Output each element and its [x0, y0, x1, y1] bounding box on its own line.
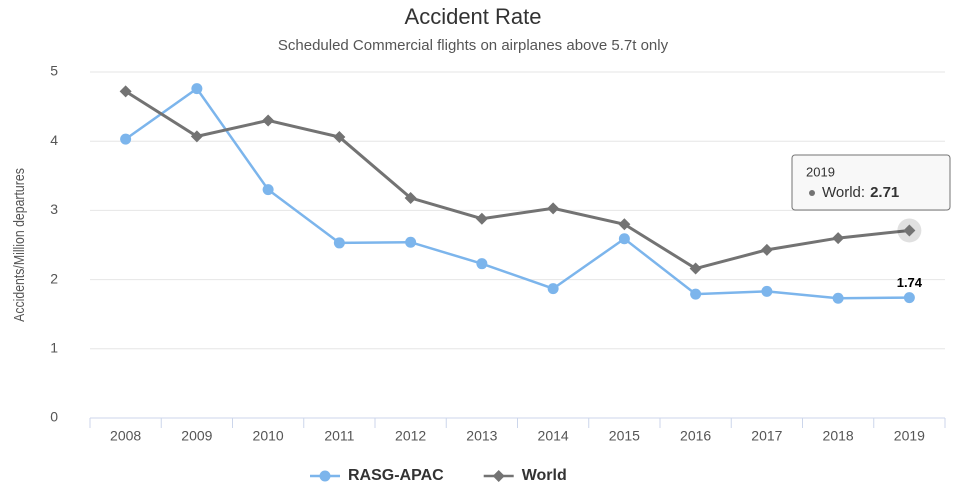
legend-label: RASG-APAC	[348, 467, 444, 484]
diamond-marker	[903, 224, 916, 237]
diamond-marker	[404, 191, 417, 204]
y-tick-label: 2	[50, 270, 58, 286]
tooltip-text: World: 2.71	[822, 184, 899, 201]
circle-marker	[903, 292, 915, 304]
tooltip-value: 2.71	[870, 184, 899, 201]
circle-marker	[476, 258, 488, 270]
diamond-marker	[119, 85, 132, 98]
x-tick-label: 2009	[181, 428, 212, 444]
circle-marker	[319, 470, 331, 482]
circle-marker	[262, 184, 274, 196]
circle-marker	[618, 233, 630, 245]
tooltip-label: World:	[822, 184, 865, 201]
diamond-marker	[618, 218, 631, 231]
diamond-marker	[832, 232, 845, 245]
chart-subtitle: Scheduled Commercial flights on airplane…	[278, 37, 669, 54]
diamond-marker	[262, 114, 275, 127]
x-tick-label: 2018	[823, 428, 854, 444]
y-tick-label: 5	[50, 63, 58, 79]
x-tick-label: 2016	[680, 428, 711, 444]
diamond-marker	[760, 243, 773, 256]
circle-marker	[832, 292, 844, 304]
x-tick-label: 2008	[110, 428, 141, 444]
circle-marker	[191, 83, 203, 95]
x-tick-label: 2019	[894, 428, 925, 444]
circle-marker	[120, 133, 132, 145]
y-axis-label: Accidents/Million departures	[11, 168, 27, 322]
chart-title: Accident Rate	[405, 4, 542, 29]
diamond-marker	[475, 212, 488, 225]
circle-marker	[333, 237, 345, 249]
x-tick-label: 2013	[466, 428, 497, 444]
y-tick-label: 0	[50, 409, 58, 425]
y-tick-label: 1	[50, 340, 58, 356]
legend-label: World	[522, 467, 567, 484]
diamond-marker	[333, 131, 346, 144]
tooltip-box	[791, 154, 951, 211]
tooltip-bullet	[809, 190, 815, 196]
series-line	[124, 90, 910, 271]
circle-marker	[761, 285, 773, 297]
circle-marker	[405, 236, 417, 248]
diamond-marker	[689, 262, 702, 275]
tooltip-header: 2019	[806, 164, 835, 179]
x-tick-label: 2012	[395, 428, 426, 444]
diamond-marker	[190, 130, 203, 143]
y-tick-label: 4	[50, 132, 58, 148]
x-tick-label: 2014	[538, 428, 569, 444]
data-label: 1.74	[897, 275, 923, 290]
diamond-marker	[547, 202, 560, 215]
x-tick-label: 2017	[751, 428, 782, 444]
series-line	[124, 86, 910, 300]
circle-marker	[690, 288, 702, 300]
y-tick-label: 3	[50, 201, 58, 217]
x-tick-label: 2011	[324, 428, 354, 444]
x-tick-label: 2015	[609, 428, 640, 444]
x-tick-label: 2010	[253, 428, 284, 444]
diamond-marker	[492, 470, 505, 482]
circle-marker	[547, 283, 559, 295]
